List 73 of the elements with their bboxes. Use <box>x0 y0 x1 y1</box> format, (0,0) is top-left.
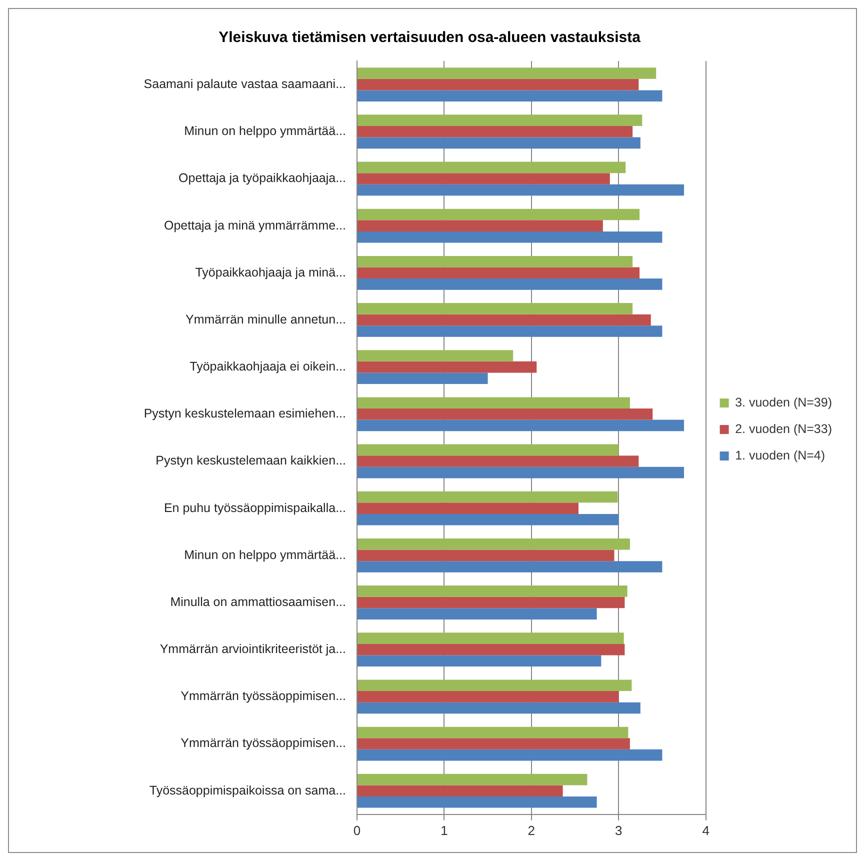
bar <box>358 586 628 597</box>
bar <box>358 796 597 808</box>
y-tick-label: Työssäoppimispaikoissa on sama... <box>149 783 346 798</box>
bar <box>358 608 597 620</box>
bar <box>358 184 684 196</box>
bar <box>358 749 662 761</box>
bar <box>358 550 614 562</box>
y-tick-label: Minun on helppo ymmärtää... <box>184 548 346 562</box>
y-tick-label: Ymmärrän arviointikriteeristöt ja... <box>160 642 346 656</box>
bar <box>358 514 619 526</box>
bar <box>358 397 630 409</box>
x-tick-label: 0 <box>353 822 361 838</box>
y-tick-label: Ymmärrän työssäoppimisen... <box>180 689 346 704</box>
legend-label: 1. vuoden (N=4) <box>735 448 826 462</box>
x-tick-label: 1 <box>440 822 448 838</box>
bar <box>358 173 610 184</box>
bar <box>358 491 618 503</box>
bar <box>358 408 653 420</box>
bar <box>358 596 625 608</box>
bar <box>358 644 625 656</box>
bar <box>358 303 633 314</box>
bar <box>358 774 588 786</box>
bar <box>358 326 662 337</box>
bar <box>358 738 630 750</box>
bar <box>358 137 640 149</box>
bar <box>358 78 639 90</box>
y-tick-label: Minulla on ammattiosaamisen... <box>170 594 346 609</box>
y-tick-label: Ymmärrän työssäoppimisen... <box>180 736 346 750</box>
bar <box>358 114 642 126</box>
bar <box>358 632 624 644</box>
bar <box>358 278 662 290</box>
bar <box>358 90 662 102</box>
bar <box>358 314 651 326</box>
y-tick-label: Opettaja ja minä ymmärrämme... <box>164 218 346 232</box>
y-tick-label: Ymmärrän minulle annetun... <box>186 312 346 326</box>
y-tick-label: Saamani palaute vastaa saamaani... <box>144 76 346 91</box>
x-tick-label: 3 <box>614 822 622 838</box>
bar <box>358 420 684 432</box>
bar <box>358 702 640 714</box>
y-tick-label: Pystyn keskustelemaan esimiehen... <box>144 406 346 421</box>
bar <box>358 68 656 79</box>
bar <box>358 126 633 138</box>
y-tick-label: En puhu työssäoppimispaikalla... <box>164 500 346 515</box>
bar <box>358 691 619 702</box>
bar <box>358 538 630 550</box>
x-tick-label: 2 <box>528 822 536 838</box>
legend-label: 3. vuoden (N=39) <box>735 395 832 410</box>
bar <box>358 267 640 279</box>
y-tick-label: Minun on helppo ymmärtää... <box>184 124 346 138</box>
bar <box>358 361 537 373</box>
bar <box>358 350 514 362</box>
bar <box>358 444 619 456</box>
x-tick-label: 4 <box>702 822 710 838</box>
chart-title: Yleiskuva tietämisen vertaisuuden osa-alueen vastauksista <box>218 29 642 46</box>
y-tick-label: Opettaja ja työpaikkaohjaaja... <box>178 171 346 186</box>
bar <box>358 208 640 220</box>
bar <box>358 162 626 174</box>
bar <box>358 502 578 514</box>
bar <box>358 680 632 692</box>
bar <box>358 372 488 384</box>
legend-label: 2. vuoden (N=33) <box>735 422 832 436</box>
bar <box>358 561 662 572</box>
bar <box>358 231 662 243</box>
bar <box>358 456 639 467</box>
y-tick-label: Työpaikkaohjaaja ja minä... <box>195 265 346 280</box>
y-tick-label: Pystyn keskustelemaan kaikkien... <box>156 454 346 468</box>
bar <box>358 785 563 797</box>
bar <box>358 256 633 268</box>
bar <box>358 220 603 232</box>
bar <box>358 655 602 667</box>
bar <box>358 466 684 478</box>
y-tick-label: Työpaikkaohjaaja ei oikein... <box>190 360 346 374</box>
bar <box>358 726 628 738</box>
